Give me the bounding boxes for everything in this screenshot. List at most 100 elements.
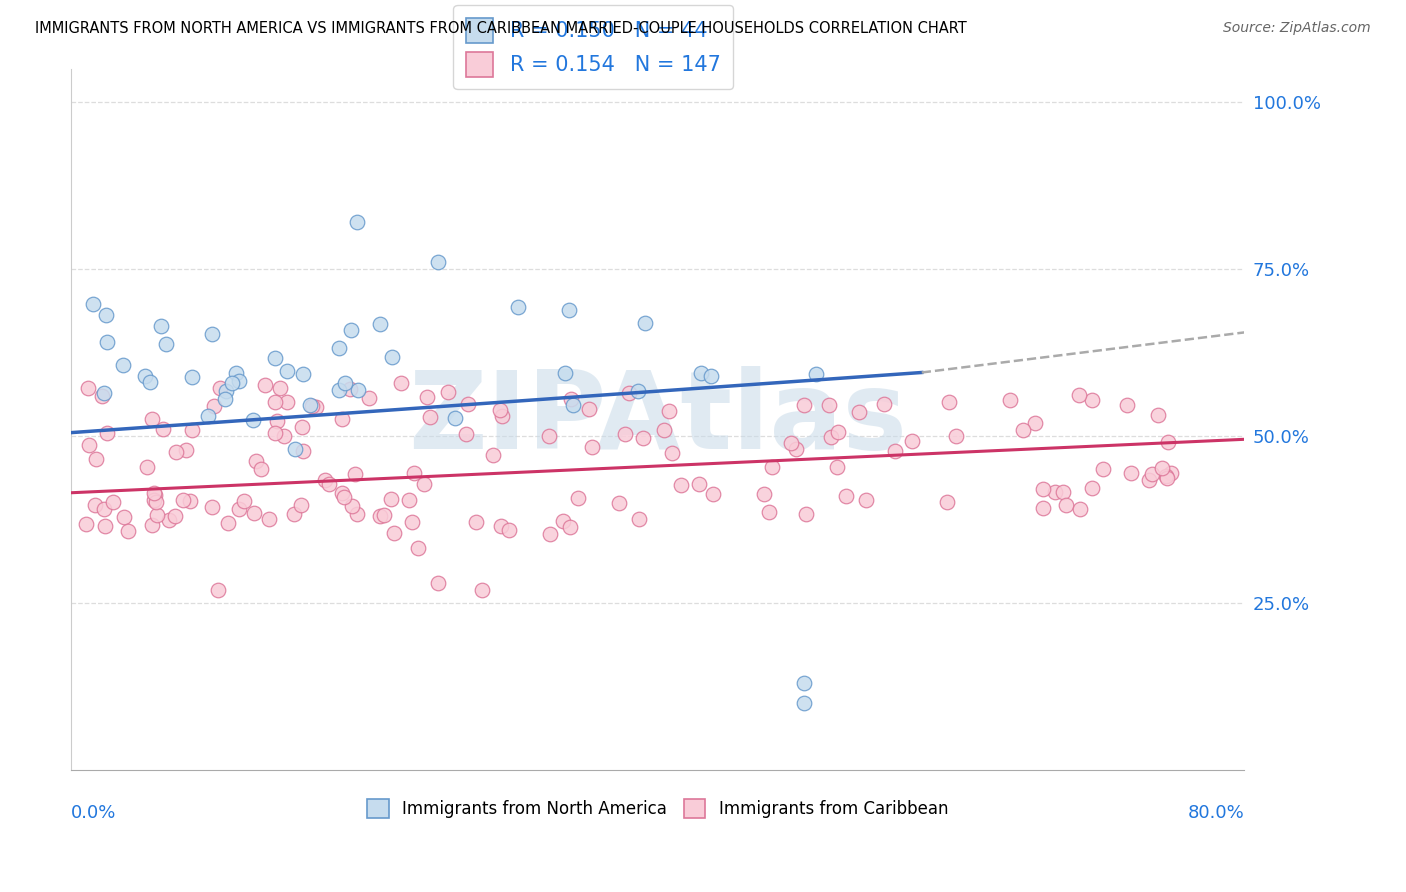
Point (938, 395, 960, 409)
Point (1092, 462, 1115, 476)
Point (225, 366, 247, 380)
Y-axis label: Married-couple Households: Married-couple Households (0, 306, 8, 533)
Point (134, 368, 156, 383)
Point (368, 508, 391, 523)
Point (75, 516, 97, 531)
Point (793, 676, 815, 690)
Point (228, 501, 250, 516)
Point (207, 582, 229, 597)
Point (661, 446, 683, 460)
Point (873, 397, 896, 411)
Point (145, 494, 167, 508)
Point (143, 488, 166, 502)
Point (669, 478, 692, 492)
Point (84, 452, 107, 467)
Point (657, 404, 679, 418)
Point (330, 486, 353, 500)
Point (848, 404, 870, 418)
Point (538, 428, 561, 442)
Point (368, 317, 391, 331)
Point (436, 384, 458, 399)
Point (180, 423, 202, 437)
Point (567, 491, 589, 505)
Point (901, 434, 924, 448)
Point (264, 395, 287, 409)
Point (291, 419, 314, 434)
Point (214, 392, 236, 406)
Point (172, 492, 194, 507)
Text: 80.0%: 80.0% (1188, 804, 1244, 822)
Point (793, 398, 815, 412)
Point (143, 486, 166, 500)
Point (135, 459, 157, 474)
Point (498, 523, 520, 537)
Point (834, 489, 856, 503)
Point (343, 467, 366, 481)
Point (179, 494, 201, 508)
Point (217, 516, 239, 530)
Point (634, 316, 657, 330)
Point (489, 519, 512, 533)
Point (233, 494, 256, 508)
Point (627, 384, 650, 398)
Point (1069, 501, 1091, 516)
Point (794, 507, 817, 521)
Point (1054, 498, 1077, 512)
Point (690, 366, 713, 380)
Point (373, 508, 395, 523)
Point (551, 514, 574, 528)
Point (77, 380, 100, 394)
Point (613, 426, 636, 441)
Point (581, 440, 603, 454)
Point (1032, 482, 1054, 496)
Point (481, 449, 503, 463)
Point (820, 429, 842, 443)
Text: Source: ZipAtlas.com: Source: ZipAtlas.com (1223, 21, 1371, 35)
Point (1052, 484, 1074, 499)
Point (557, 302, 579, 317)
Point (1160, 466, 1182, 480)
Point (1080, 392, 1102, 407)
Point (276, 364, 298, 378)
Point (491, 409, 513, 423)
Point (340, 500, 363, 514)
Point (998, 392, 1021, 407)
Point (406, 541, 429, 555)
Point (290, 498, 312, 512)
Point (627, 512, 650, 526)
Point (758, 505, 780, 519)
Point (793, 696, 815, 710)
Point (412, 477, 434, 491)
Point (328, 383, 350, 397)
Point (346, 215, 368, 229)
Point (93, 502, 115, 516)
Point (935, 495, 957, 509)
Point (94, 518, 117, 533)
Point (339, 382, 361, 396)
Point (93, 385, 115, 400)
Point (779, 436, 801, 450)
Point (91, 389, 114, 403)
Point (94, 308, 117, 322)
Point (243, 506, 266, 520)
Point (111, 359, 134, 373)
Point (347, 383, 370, 397)
Point (398, 493, 420, 508)
Point (761, 459, 783, 474)
Point (1150, 460, 1173, 475)
Text: IMMIGRANTS FROM NORTH AMERICA VS IMMIGRANTS FROM CARIBBEAN MARRIED-COUPLE HOUSEH: IMMIGRANTS FROM NORTH AMERICA VS IMMIGRA… (35, 21, 967, 36)
Point (264, 426, 287, 441)
Text: ZIPAtlas: ZIPAtlas (408, 367, 907, 472)
Point (1067, 388, 1090, 402)
Point (201, 326, 224, 341)
Point (149, 319, 172, 334)
Point (339, 324, 361, 338)
Point (1119, 466, 1142, 480)
Point (228, 374, 250, 388)
Point (253, 377, 276, 392)
Point (508, 300, 530, 314)
Point (1115, 398, 1137, 412)
Point (381, 350, 404, 364)
Point (1157, 434, 1180, 449)
Point (538, 527, 561, 541)
